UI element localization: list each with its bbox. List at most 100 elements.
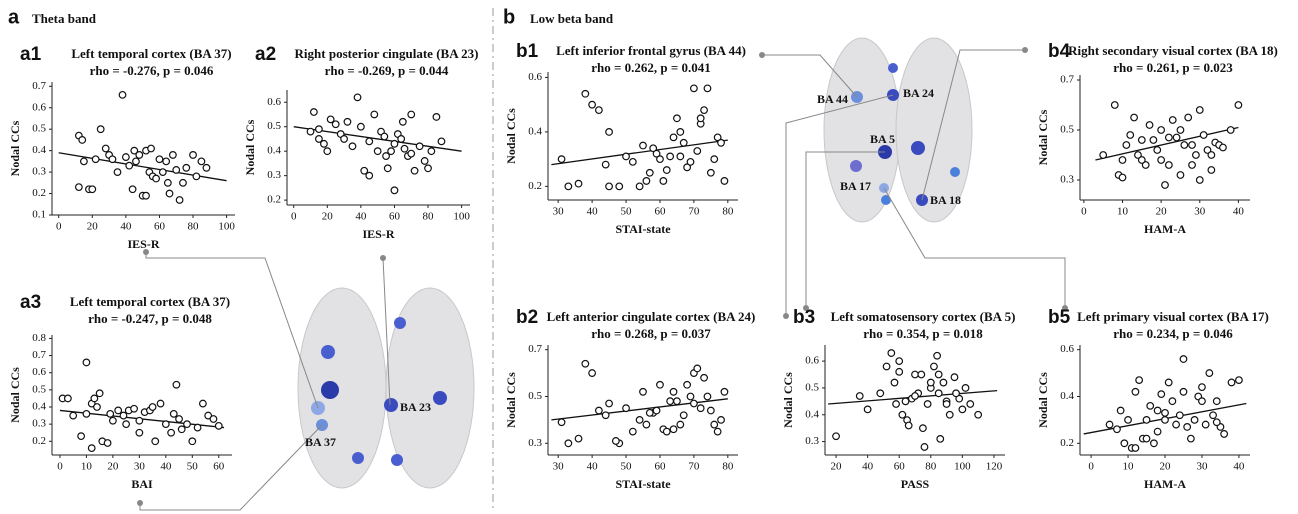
point [119,411,128,420]
point [1164,161,1173,169]
x-tick-label: 0 [1088,461,1094,473]
point [666,152,675,161]
point [917,370,926,379]
point [1212,397,1221,406]
connector-dot [1022,47,1028,53]
point [1212,418,1221,427]
brain-label: BA 18 [930,193,961,207]
point [1199,131,1208,139]
point [314,125,323,134]
point [588,369,597,377]
point [930,362,938,371]
point [713,133,722,142]
node [433,391,447,405]
point [1157,390,1166,399]
connector [382,257,391,406]
point [673,114,681,123]
point [574,434,583,443]
point [87,444,96,453]
point [204,411,213,420]
panel-label: b3 [793,307,815,328]
point [1184,113,1193,122]
point [669,425,678,434]
point [1195,106,1204,114]
point [920,443,929,451]
x-axis-label: STAI-state [615,477,671,491]
y-axis-label: Nodal CCs [1036,372,1050,428]
brain-label: BA 37 [305,435,336,449]
x-tick-label: 40 [862,461,874,473]
point [1198,383,1206,392]
chart-subtitle: rho = -0.247, p = 0.048 [88,311,212,326]
point [415,142,424,151]
point [437,137,446,146]
point [639,387,647,396]
point [642,177,651,185]
x-tick-label: 40 [160,461,172,473]
node [391,454,403,466]
x-tick-label: 40 [120,221,132,233]
y-tick-label: 0.1 [32,209,46,221]
point [588,100,597,109]
point [605,128,613,136]
point [1201,420,1210,429]
y-tick-label: 0.2 [267,194,281,206]
point [942,400,951,408]
point [1168,397,1177,406]
x-tick-label: 30 [1196,461,1208,473]
x-tick-label: 40 [587,461,599,473]
point [1207,166,1216,174]
point [1153,146,1162,154]
point [622,404,630,413]
y-tick-label: 0.3 [32,166,46,178]
brain-label: BA 23 [400,400,431,414]
x-tick-label: 20 [1160,461,1172,473]
y-tick-label: 0.2 [32,435,46,447]
y-tick-label: 0.7 [1060,74,1074,86]
point [1118,173,1127,182]
point [581,89,590,98]
point [673,397,681,406]
point [659,177,668,185]
point [69,411,78,420]
point [1207,151,1216,159]
point [557,155,566,164]
point [628,157,637,166]
point [326,115,335,124]
point [669,133,678,142]
point [390,186,399,195]
point [652,149,661,158]
point [132,157,140,166]
panel-label: a2 [255,44,276,65]
point [1164,133,1173,142]
point [901,397,910,406]
point [710,420,719,429]
chart-title: Left temporal cortex (BA 37) [70,294,230,309]
point [1142,434,1151,443]
x-tick-label: 50 [621,206,633,218]
y-tick-label: 0.4 [1060,390,1074,402]
y-tick-label: 0.4 [528,125,542,137]
point [121,153,130,161]
node [384,398,398,412]
point [214,421,223,430]
point [130,404,138,413]
connector-dot [137,500,143,506]
connector [145,252,319,409]
point [622,152,630,161]
panel-label: b4 [1048,41,1071,62]
point [1113,425,1121,434]
point [904,421,913,430]
point [1172,133,1181,142]
chart-title: Right secondary visual cortex (BA 18) [1068,43,1278,58]
point [370,110,379,119]
point [895,357,904,365]
point [82,358,91,367]
point [676,420,685,429]
point [882,362,891,371]
point [161,420,170,429]
point [356,122,365,131]
point [564,182,573,191]
y-axis-label: Nodal CCs [781,372,795,428]
panel-label: b2 [516,307,538,328]
